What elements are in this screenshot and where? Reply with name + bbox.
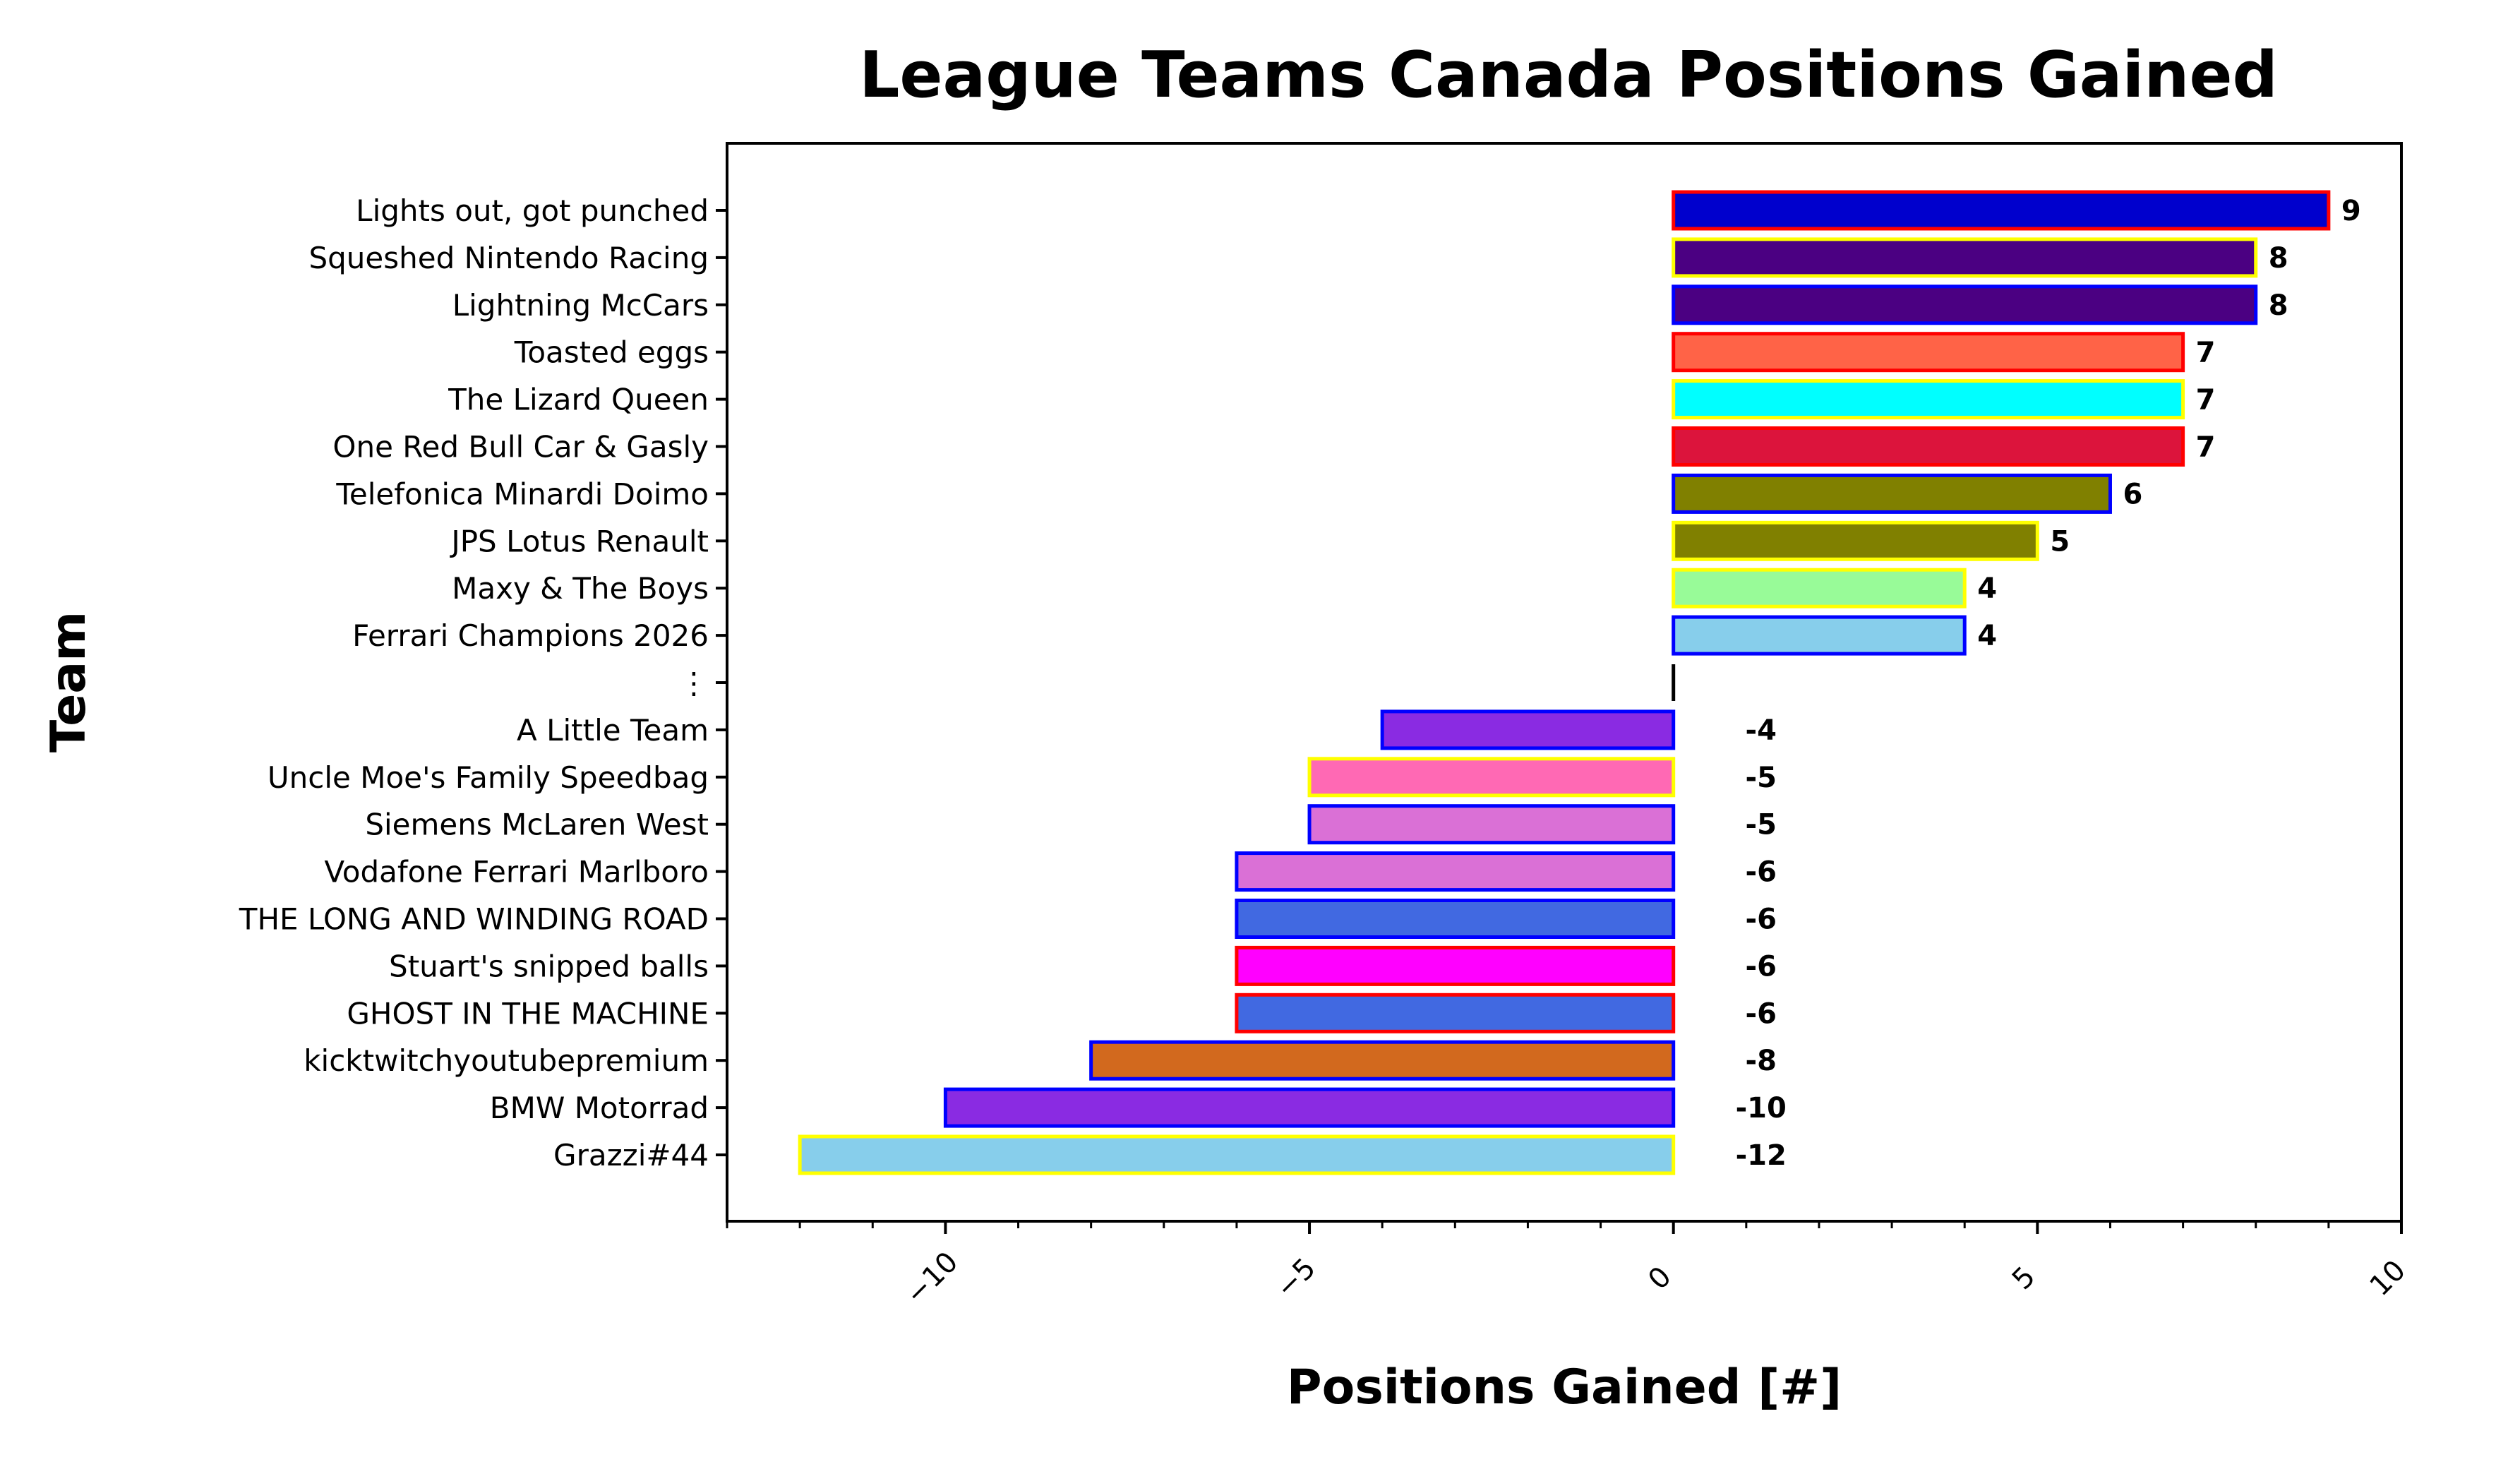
bar-value-label: 7 — [2196, 337, 2216, 369]
y-tick-label: Maxy & The Boys — [452, 571, 709, 606]
y-tick-label: kicktwitchyoutubepremium — [304, 1043, 709, 1078]
bar — [1672, 284, 2258, 325]
bar — [1089, 1040, 1676, 1081]
bar-value-label: 9 — [2341, 195, 2361, 227]
bar — [1672, 190, 2331, 231]
y-tick-label: One Red Bull Car & Gasly — [332, 430, 709, 464]
y-tick-label: Vodafone Ferrari Marlboro — [324, 855, 709, 889]
y-tick-label: BMW Motorrad — [490, 1091, 709, 1125]
bar-value-label: 7 — [2196, 384, 2216, 416]
bar-value-label: 4 — [1977, 620, 1997, 652]
bar — [1307, 757, 1676, 798]
bar-value-label: -4 — [1745, 714, 1776, 747]
bar — [1235, 899, 1676, 939]
bar — [1672, 615, 1967, 656]
bar — [1672, 520, 2039, 561]
y-tick-label: ⋮ — [679, 666, 709, 700]
bar — [1235, 993, 1676, 1033]
bar-value-label: -5 — [1745, 762, 1776, 794]
bar — [1672, 568, 1967, 608]
bar — [1672, 332, 2185, 373]
bar-value-label: 6 — [2123, 478, 2142, 510]
y-tick-label: GHOST IN THE MACHINE — [347, 996, 709, 1031]
bar-value-label: -6 — [1745, 904, 1776, 936]
x-axis-title: Positions Gained [#] — [1287, 1360, 1842, 1415]
y-tick-label: Lights out, got punched — [356, 193, 709, 228]
y-tick-label: Telefonica Minardi Doimo — [335, 476, 709, 511]
y-tick-label: Squeshed Nintendo Racing — [308, 241, 709, 275]
bar-value-label: -5 — [1745, 809, 1776, 841]
value-labels: 9 8 8 7 7 7 6 5 4 4 -4 -5 -5 -6 -6 -6 -6 -8 -10 -12 — [1736, 195, 2361, 1172]
bar-value-label: 4 — [1977, 572, 1997, 605]
bar-value-label: -6 — [1745, 856, 1776, 889]
bar-value-label: -6 — [1745, 997, 1776, 1030]
plot-frame — [726, 142, 2403, 1223]
y-tick-label: JPS Lotus Renault — [449, 524, 709, 558]
bar — [1672, 426, 2185, 467]
y-tick-label: Stuart's snipped balls — [389, 949, 709, 983]
bar — [1672, 379, 2185, 420]
y-tick-label: THE LONG AND WINDING ROAD — [239, 902, 709, 937]
bar — [943, 1087, 1676, 1128]
bars-layer — [798, 190, 2331, 1175]
bar-value-label: -10 — [1736, 1092, 1787, 1125]
y-tick-label: Toasted eggs — [514, 335, 709, 370]
bar-value-label: -8 — [1745, 1045, 1776, 1077]
bar-value-label: 8 — [2269, 242, 2288, 275]
bar-value-label: 5 — [2050, 525, 2070, 558]
bar — [1672, 473, 2112, 514]
bar-value-label: -6 — [1745, 950, 1776, 983]
bar-value-label: 8 — [2269, 289, 2288, 322]
y-tick-label: Lightning McCars — [452, 288, 709, 323]
y-tick-label: The Lizard Queen — [448, 383, 709, 417]
bar-value-label: -12 — [1736, 1139, 1787, 1172]
bar — [1380, 709, 1676, 750]
y-axis: Lights out, got punched Squeshed Nintendo… — [239, 193, 727, 1173]
bar — [1235, 945, 1676, 986]
y-tick-label: Siemens McLaren West — [365, 808, 709, 842]
y-tick-label: A Little Team — [517, 713, 709, 748]
chart-title: League Teams Canada Positions Gained — [859, 38, 2278, 112]
bar — [1672, 237, 2258, 278]
y-tick-label: Ferrari Champions 2026 — [352, 618, 709, 653]
bar — [1307, 804, 1676, 845]
bar — [798, 1134, 1676, 1175]
y-tick-label: Uncle Moe's Family Speedbag — [268, 760, 709, 795]
bar-value-label: 7 — [2196, 431, 2216, 464]
bar — [1235, 851, 1676, 892]
y-axis-title: Team — [41, 611, 97, 753]
y-tick-label: Grazzi#44 — [553, 1138, 709, 1173]
